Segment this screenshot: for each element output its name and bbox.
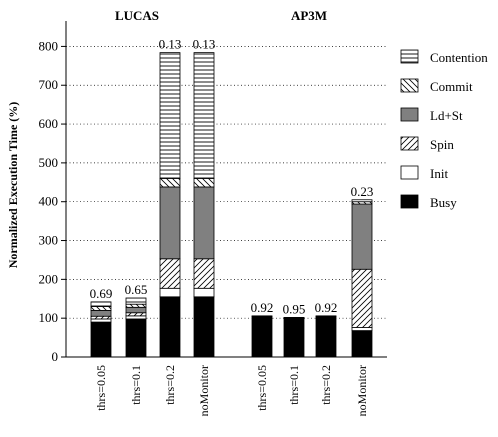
bar-segment-init (126, 316, 146, 319)
legend-label: Contention (430, 50, 488, 65)
legend-label: Init (430, 166, 448, 181)
x-tick-label: noMonitor (355, 365, 369, 416)
legend: Contention Commit Ld+St Spin Init Busy (401, 50, 488, 210)
y-axis-label: Normalized Execution Time (%) (6, 102, 20, 269)
x-tick-label: thrs=0.1 (287, 365, 301, 405)
bar-segment-contention (91, 302, 111, 307)
y-tick-label: 200 (39, 271, 59, 286)
x-tick-label: thrs=0.2 (319, 365, 333, 405)
bar-segment-busy (160, 297, 180, 357)
y-tick-label: 300 (39, 233, 59, 248)
bar-annotation: 0.92 (251, 300, 274, 315)
y-tick-label: 500 (39, 155, 59, 170)
bar-segment-ldst (91, 310, 111, 316)
x-tick-label: noMonitor (197, 365, 211, 416)
bar-segment-init (194, 288, 214, 297)
y-tick-label: 100 (39, 310, 59, 325)
bar-segment-spin (194, 259, 214, 289)
legend-swatch (401, 137, 418, 150)
bar-segment-contention (194, 53, 214, 179)
bar-annotation: 0.23 (351, 184, 374, 199)
legend-swatch (401, 166, 418, 179)
legend-swatch (401, 195, 418, 208)
bar-annotation: 0.92 (315, 300, 338, 315)
group-title: AP3M (291, 8, 327, 23)
bar-segment-commit (316, 316, 336, 317)
bar-segment-ldst (160, 187, 180, 259)
bar-segment-ldst (194, 187, 214, 259)
y-tick-label: 700 (39, 77, 59, 92)
y-tick-label: 400 (39, 194, 59, 209)
bar-annotation: 0.13 (159, 37, 182, 52)
bar-segment-init (352, 327, 372, 330)
y-tick-label: 0 (52, 349, 59, 364)
bar-segment-spin (352, 269, 372, 327)
x-tick-label: thrs=0.2 (163, 365, 177, 405)
x-tick-label: thrs=0.05 (255, 365, 269, 411)
bar-annotation: 0.69 (90, 286, 113, 301)
bar-segment-commit (91, 307, 111, 311)
bar-segment-spin (126, 313, 146, 316)
bar-segment-spin (160, 259, 180, 289)
bar-segment-ldst (352, 204, 372, 269)
bars: 0.69 0.65 0.13 0.13 0.92 0.95 0.92 0.23 (90, 37, 374, 357)
bar-segment-commit (194, 178, 214, 187)
bar-segment-busy (252, 317, 272, 357)
group-title: LUCAS (115, 8, 159, 23)
y-tick-label: 800 (39, 38, 59, 53)
legend-swatch (401, 50, 418, 63)
bar-segment-busy (91, 322, 111, 357)
bar-segment-init (91, 319, 111, 322)
bar-segment-busy (284, 318, 304, 357)
bar-segment-busy (352, 331, 372, 357)
bar-annotation: 0.13 (193, 37, 216, 52)
bar-segment-busy (194, 297, 214, 357)
legend-label: Busy (430, 195, 457, 210)
bar-segment-ldst (126, 307, 146, 312)
legend-label: Spin (430, 137, 454, 152)
bar-segment-commit (160, 178, 180, 187)
bar-segment-contention (352, 200, 372, 202)
bar-segment-contention (160, 53, 180, 179)
bar-annotation: 0.95 (283, 301, 306, 316)
legend-label: Commit (430, 79, 473, 94)
bar-segment-busy (126, 319, 146, 357)
bar-segment-init (160, 288, 180, 297)
bar-segment-busy (316, 317, 336, 357)
bar-segment-commit (252, 316, 272, 317)
bar-segment-commit (126, 304, 146, 307)
bar-segment-spin (91, 316, 111, 319)
x-tick-label: thrs=0.1 (129, 365, 143, 405)
bar-segment-contention (126, 298, 146, 304)
y-tick-label: 600 (39, 116, 59, 131)
x-tick-label: thrs=0.05 (94, 365, 108, 411)
grid-lines (66, 46, 387, 318)
bar-annotation: 0.65 (125, 282, 148, 297)
legend-swatch (401, 108, 418, 121)
legend-label: Ld+St (430, 108, 463, 123)
legend-swatch (401, 79, 418, 92)
